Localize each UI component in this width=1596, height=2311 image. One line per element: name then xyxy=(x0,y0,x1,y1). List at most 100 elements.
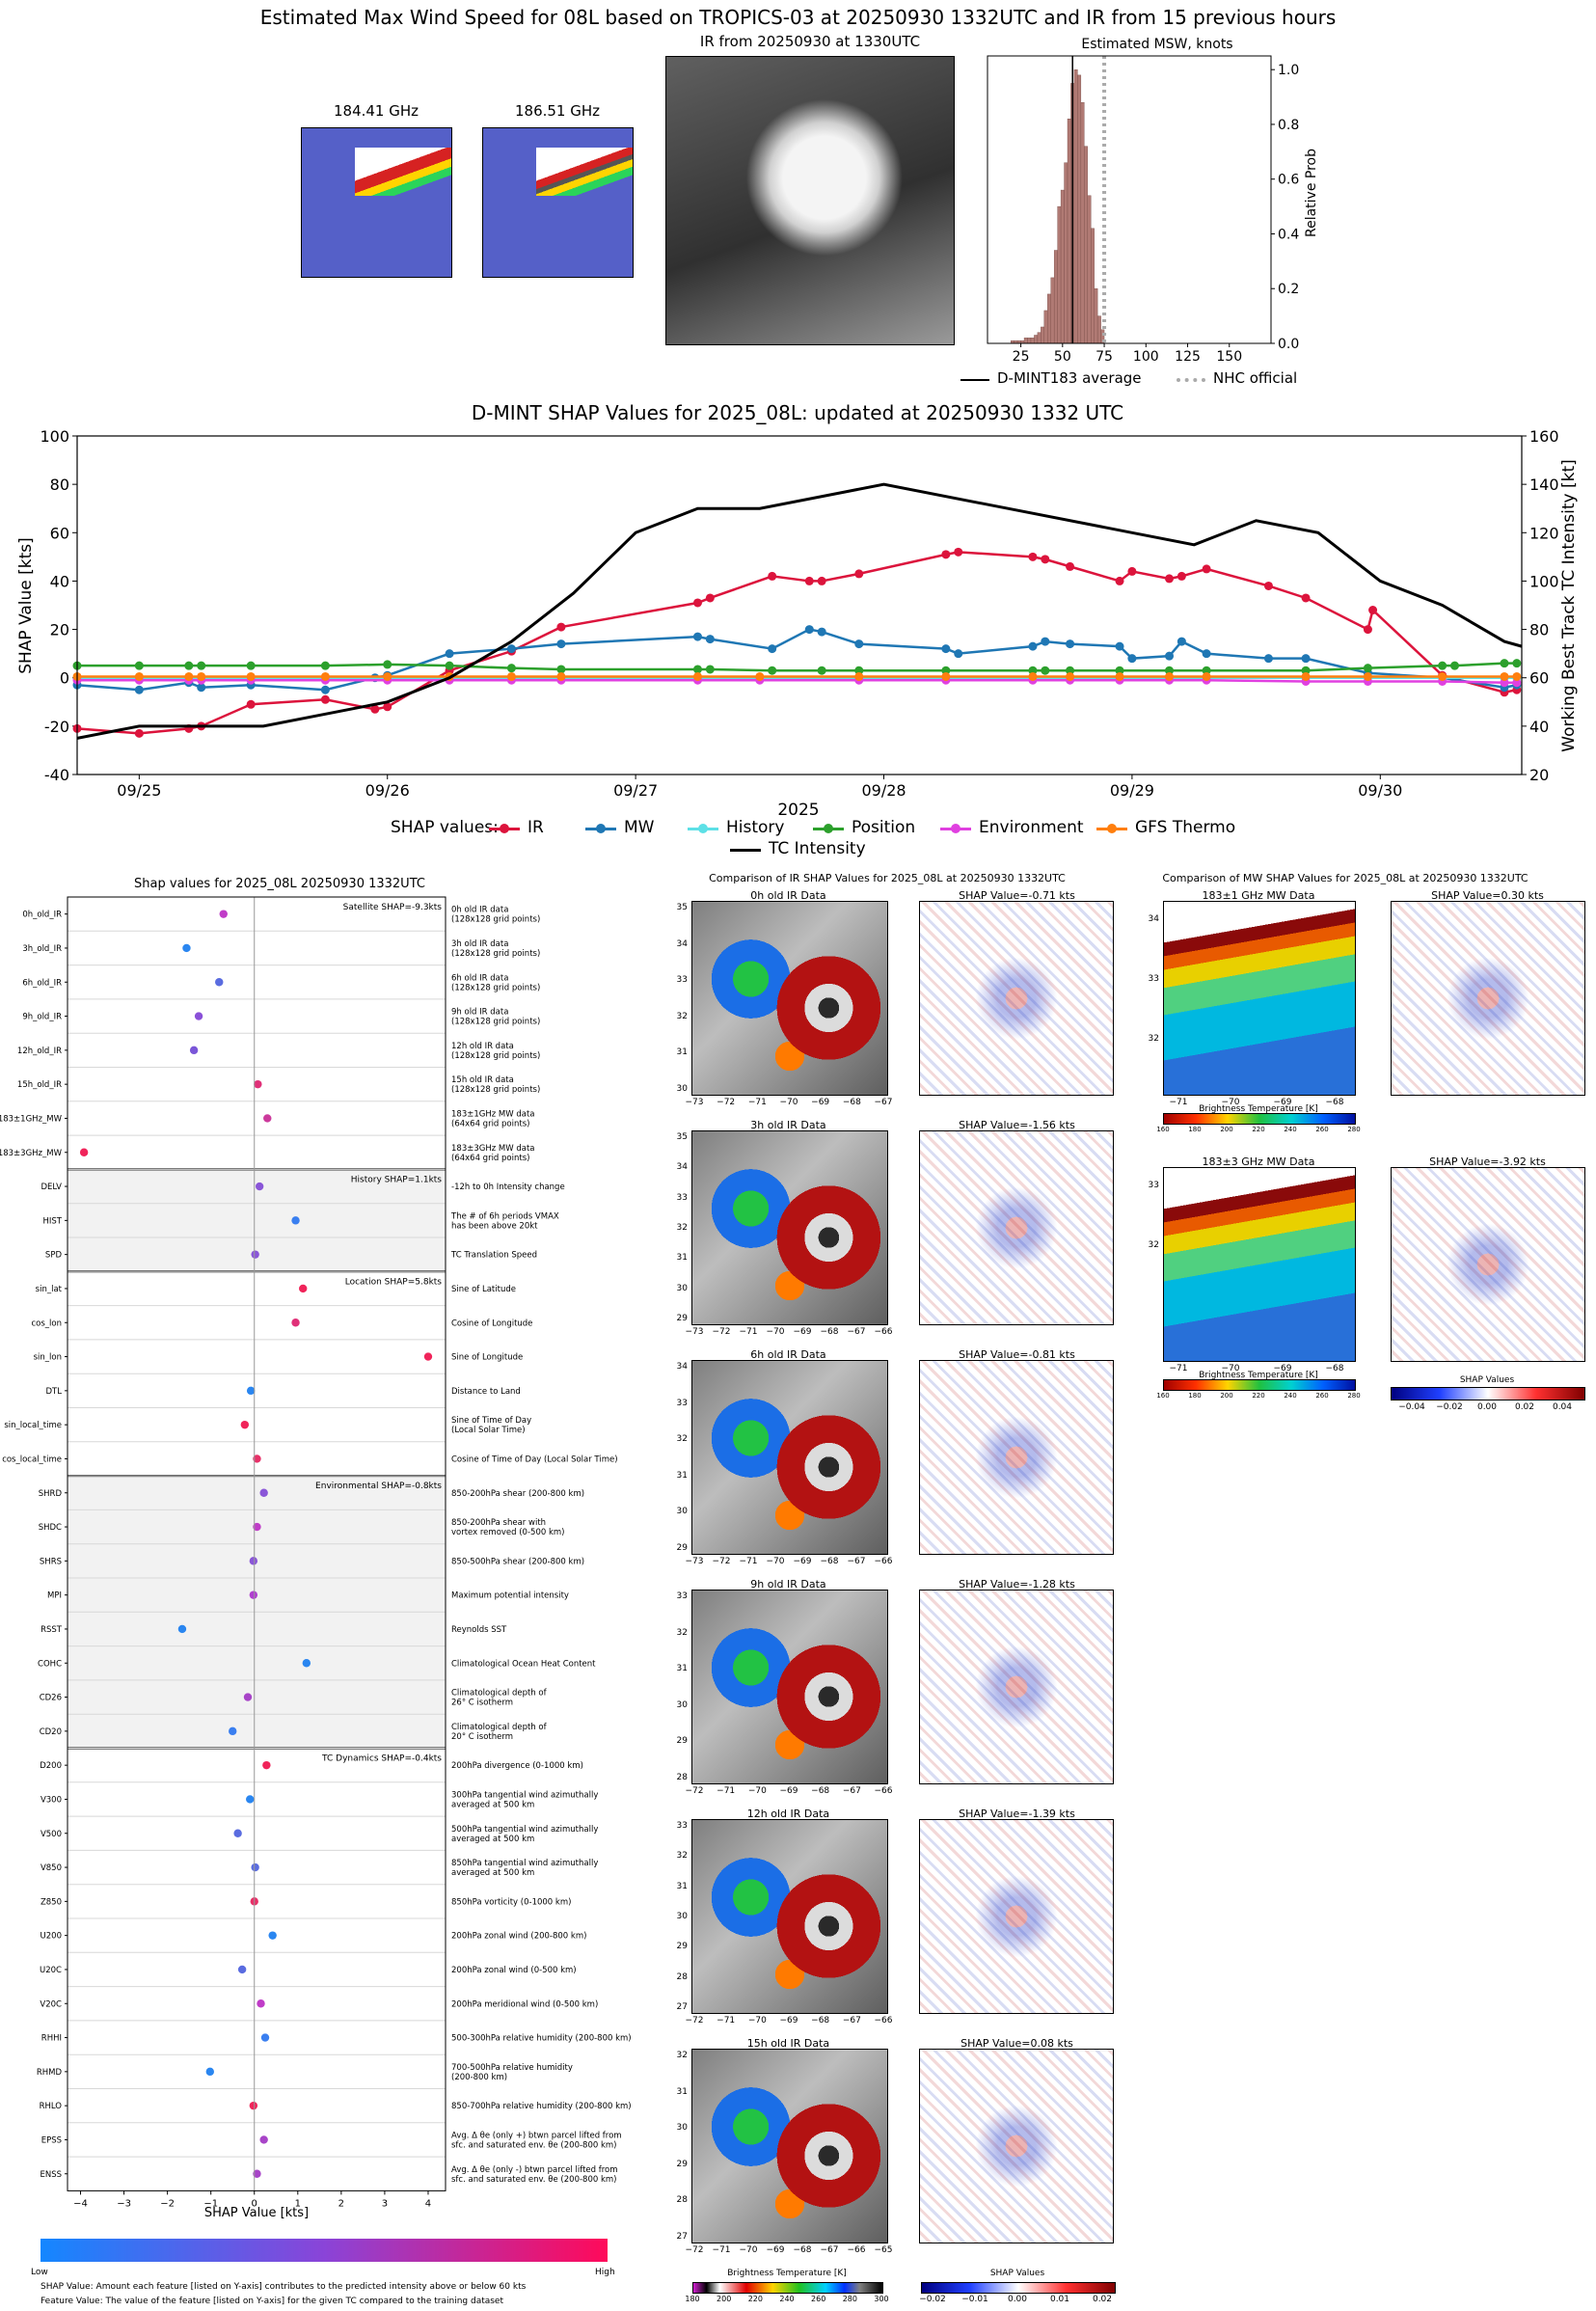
series-point xyxy=(184,661,194,670)
ir-ytick-label: 31 xyxy=(676,1664,688,1674)
ir-xtick-label: −67 xyxy=(847,1327,866,1337)
ir-ytick-label: 29 xyxy=(676,1736,688,1747)
ir-cmp-title: Comparison of IR SHAP Values for 2025_08… xyxy=(709,872,1066,884)
series-point xyxy=(1115,641,1124,651)
series-point xyxy=(1177,571,1186,581)
series-point xyxy=(1512,678,1522,688)
mw2-image xyxy=(482,127,634,278)
ir-xtick-label: −69 xyxy=(766,2245,785,2255)
feature-name: COHC xyxy=(38,1659,62,1669)
msw-bar xyxy=(1041,326,1045,344)
series-line-position xyxy=(77,662,1517,672)
ir-ytick-label: 30 xyxy=(676,1283,688,1293)
ir-xtick-label: −72 xyxy=(685,2245,704,2255)
feature-name: CD20 xyxy=(40,1727,62,1737)
feature-desc: 15h old IR data xyxy=(451,1075,514,1085)
msw-bar xyxy=(1060,189,1065,344)
series-point xyxy=(1041,555,1050,564)
feature-desc: Sine of Longitude xyxy=(451,1353,523,1363)
feature-shap-dot xyxy=(257,1999,265,2008)
feature-desc: 300hPa tangential wind azimuthally xyxy=(451,1790,598,1800)
series-point xyxy=(506,664,516,673)
ir-ytick-label: 32 xyxy=(676,2051,688,2060)
ts-title: D-MINT SHAP Values for 2025_08L: updated… xyxy=(472,401,1123,424)
feature-desc: (128x128 grid points) xyxy=(451,1085,540,1095)
ir-ytick-label: 32 xyxy=(676,1434,688,1445)
ir-cbar-tick: 240 xyxy=(779,2295,795,2303)
feat-xtick-label: 1 xyxy=(295,2198,301,2209)
series-point xyxy=(1165,651,1175,661)
group-label: Environmental SHAP=-0.8kts xyxy=(315,1482,442,1491)
ir-xtick-label: −70 xyxy=(747,2016,767,2026)
series-point xyxy=(370,704,380,714)
series-point xyxy=(1066,639,1075,649)
series-point xyxy=(1202,666,1211,675)
ir-ytick-label: 32 xyxy=(676,1627,688,1638)
mw-cbar-tick: 160 xyxy=(1156,1126,1170,1133)
series-point xyxy=(1301,671,1311,681)
feature-name: sin_lat xyxy=(36,1285,63,1294)
ts-legend-marker xyxy=(596,824,606,833)
series-point xyxy=(1500,659,1509,668)
feature-name: V300 xyxy=(41,1795,62,1805)
feature-desc: Avg. Δ θe (only -) btwn parcel lifted fr… xyxy=(451,2165,618,2175)
ir-xtick-label: −69 xyxy=(793,1327,812,1337)
mw-shap-image xyxy=(1391,1167,1585,1362)
ir-xtick-label: −68 xyxy=(820,1327,839,1337)
msw-title: Estimated MSW, knots xyxy=(1081,37,1232,52)
series-point xyxy=(1028,666,1038,675)
series-point xyxy=(705,635,715,644)
feature-shap-dot xyxy=(249,1591,258,1599)
mw-shap-cbar-tick: 0.04 xyxy=(1552,1402,1573,1412)
msw-ylabel: Relative Prob xyxy=(1304,149,1319,237)
mw-shap-label: SHAP Value=0.30 kts xyxy=(1431,889,1544,902)
ir-cbar-tick: 260 xyxy=(811,2295,826,2303)
ir-panel-image xyxy=(691,1590,888,1784)
msw-bar xyxy=(1030,338,1035,344)
series-point xyxy=(705,665,715,674)
footnote-feature: Feature Value: The value of the feature … xyxy=(41,2297,504,2306)
feature-desc: sfc. and saturated env. θe (200-800 km) xyxy=(451,2140,617,2150)
mw-xtick-label: −68 xyxy=(1325,1098,1344,1107)
ts-legend: SHAP values: IR MW History Position Environm… xyxy=(381,816,1345,860)
ir-xtick-label: −70 xyxy=(766,1327,785,1337)
ir-xtick-label: −71 xyxy=(717,2016,736,2026)
ir-ytick-label: 31 xyxy=(676,1253,688,1264)
feature-shap-dot xyxy=(79,1148,89,1156)
msw-bar xyxy=(1096,315,1101,344)
feature-desc: (64x64 grid points) xyxy=(451,1154,529,1163)
series-point xyxy=(556,622,566,632)
feature-desc: Sine of Time of Day xyxy=(451,1416,531,1426)
series-line-ir xyxy=(76,551,1518,735)
msw-ytick-label: 0.0 xyxy=(1278,337,1299,352)
ts-ytick-label: 0 xyxy=(60,669,69,688)
mw-cbar-tick: 280 xyxy=(1347,1392,1361,1400)
feature-desc: Reynolds SST xyxy=(451,1625,507,1635)
feature-desc: 9h old IR data xyxy=(451,1008,508,1018)
feat-xlabel: SHAP Value [kts] xyxy=(204,2206,309,2220)
feature-name: 183±3GHz_MW xyxy=(0,1149,63,1158)
msw-bar xyxy=(1037,332,1041,344)
ir-xtick-label: −67 xyxy=(874,1098,893,1107)
feature-desc: (128x128 grid points) xyxy=(451,1018,540,1027)
feature-desc: 0h old IR data xyxy=(451,906,508,915)
series-point xyxy=(134,671,144,681)
ir-panel-label: 12h old IR Data xyxy=(746,1808,830,1820)
ts-legend-label: IR xyxy=(527,818,544,837)
ir-ytick-label: 33 xyxy=(676,975,688,986)
ir-xtick-label: −73 xyxy=(685,1557,704,1566)
feature-name: RHLO xyxy=(40,2102,63,2111)
feature-desc: 500-300hPa relative humidity (200-800 km… xyxy=(451,2034,632,2044)
msw-bar xyxy=(1064,162,1069,344)
feat-title: Shap values for 2025_08L 20250930 1332UT… xyxy=(134,877,425,891)
ir-xtick-label: −67 xyxy=(820,2245,839,2255)
mw-shap-image xyxy=(1391,901,1585,1096)
ir-shap-colorbar xyxy=(921,2282,1116,2294)
ir-ytick-label: 33 xyxy=(676,1821,688,1831)
msw-bar xyxy=(1023,338,1028,344)
ir-ytick-label: 29 xyxy=(676,1942,688,1952)
mw-panel-label: 183±3 GHz MW Data xyxy=(1202,1156,1315,1168)
feat-xtick-label: 3 xyxy=(382,2198,388,2209)
ir-cbar-tick: 180 xyxy=(685,2295,700,2303)
ts-y2tick-label: 140 xyxy=(1529,476,1559,494)
